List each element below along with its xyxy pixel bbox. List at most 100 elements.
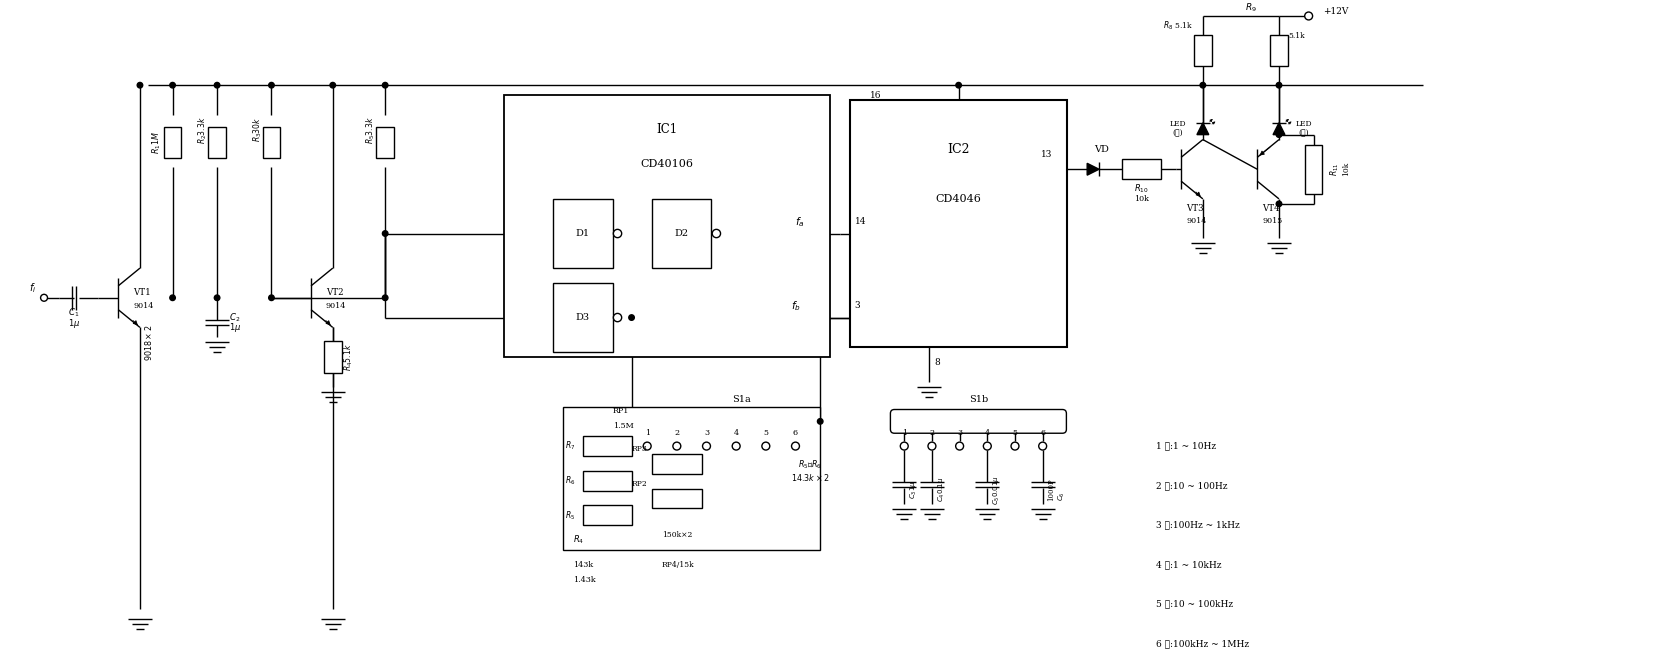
Text: 1.5M: 1.5M xyxy=(612,422,634,430)
Circle shape xyxy=(215,295,220,301)
Text: 13: 13 xyxy=(1041,150,1053,159)
Text: LED
(红): LED (红) xyxy=(1171,120,1186,137)
Text: 2: 2 xyxy=(674,429,679,437)
Text: $R_{10}$: $R_{10}$ xyxy=(1134,183,1149,196)
Text: 3: 3 xyxy=(958,429,963,437)
Bar xyxy=(164,127,181,158)
Text: 5: 5 xyxy=(1013,429,1018,437)
Circle shape xyxy=(382,231,387,236)
Circle shape xyxy=(629,315,634,321)
Circle shape xyxy=(614,229,622,237)
Text: $R_2 3.3k$: $R_2 3.3k$ xyxy=(196,116,210,144)
Text: $1\mu$: $1\mu$ xyxy=(67,317,80,330)
Text: $C_4 0.1\mu$: $C_4 0.1\mu$ xyxy=(937,477,948,502)
Text: $9018\times2$: $9018\times2$ xyxy=(143,324,154,360)
Text: 3 挡:100Hz ~ 1kHz: 3 挡:100Hz ~ 1kHz xyxy=(1157,521,1239,530)
Circle shape xyxy=(1305,12,1313,20)
Text: $f_a$: $f_a$ xyxy=(795,215,805,229)
Text: $R_4 5.1k$: $R_4 5.1k$ xyxy=(342,343,356,371)
Text: $1\mu$: $1\mu$ xyxy=(230,321,241,334)
Text: 3: 3 xyxy=(704,429,709,437)
Text: $C_5 0.01\mu$: $C_5 0.01\mu$ xyxy=(993,475,1003,505)
Text: $C_1$: $C_1$ xyxy=(69,307,79,319)
Text: LED
(绿): LED (绿) xyxy=(1295,120,1311,137)
Circle shape xyxy=(268,295,275,301)
Text: VT3: VT3 xyxy=(1186,204,1204,213)
Bar xyxy=(553,283,612,352)
FancyBboxPatch shape xyxy=(629,410,815,433)
Polygon shape xyxy=(1197,123,1209,134)
Text: CD40106: CD40106 xyxy=(641,160,694,170)
Text: $R_{11}$
10k: $R_{11}$ 10k xyxy=(1328,162,1350,176)
Circle shape xyxy=(382,295,387,301)
Circle shape xyxy=(761,442,770,450)
Circle shape xyxy=(169,82,176,88)
Text: 4 挡:1 ~ 10kHz: 4 挡:1 ~ 10kHz xyxy=(1157,560,1223,569)
Bar xyxy=(850,100,1067,347)
Text: 2: 2 xyxy=(929,429,934,437)
Bar xyxy=(652,489,701,508)
Text: RP1: RP1 xyxy=(612,408,629,416)
Text: 1: 1 xyxy=(644,429,649,437)
Text: 5.1k: 5.1k xyxy=(1290,32,1305,40)
Circle shape xyxy=(927,442,936,450)
Text: $R_5$、$R_6$
$14.3k\times2$: $R_5$、$R_6$ $14.3k\times2$ xyxy=(792,458,830,483)
Circle shape xyxy=(956,82,961,88)
Text: 1.43k: 1.43k xyxy=(574,576,595,584)
Bar xyxy=(1122,160,1162,179)
Text: D3: D3 xyxy=(575,313,590,322)
Bar xyxy=(553,199,612,268)
Circle shape xyxy=(644,442,651,450)
Text: S1a: S1a xyxy=(731,395,751,404)
Circle shape xyxy=(1276,201,1281,207)
Circle shape xyxy=(1276,132,1281,138)
Text: 9014: 9014 xyxy=(1186,217,1206,225)
Text: 2 挡:10 ~ 100Hz: 2 挡:10 ~ 100Hz xyxy=(1157,481,1228,490)
Circle shape xyxy=(817,418,823,424)
Circle shape xyxy=(901,442,909,450)
Text: RP4/15k: RP4/15k xyxy=(662,561,694,569)
Circle shape xyxy=(330,82,335,88)
Text: 10k: 10k xyxy=(1134,195,1149,203)
Text: +12V: +12V xyxy=(1323,7,1348,15)
Text: 14: 14 xyxy=(855,217,867,226)
Circle shape xyxy=(713,229,721,237)
Circle shape xyxy=(1038,442,1046,450)
Bar xyxy=(263,127,280,158)
Text: 1: 1 xyxy=(902,429,907,437)
Text: $C_3 1\mu$: $C_3 1\mu$ xyxy=(909,480,919,499)
Circle shape xyxy=(983,442,991,450)
Bar xyxy=(652,199,711,268)
Bar xyxy=(584,471,632,491)
Circle shape xyxy=(792,442,800,450)
Bar xyxy=(208,127,226,158)
Bar xyxy=(584,505,632,525)
Text: 6: 6 xyxy=(793,429,798,437)
Text: 9014: 9014 xyxy=(325,302,345,310)
Text: $R_4$: $R_4$ xyxy=(574,534,584,546)
Text: 5: 5 xyxy=(763,429,768,437)
Text: D1: D1 xyxy=(575,229,590,238)
Circle shape xyxy=(1011,442,1020,450)
Text: 4: 4 xyxy=(733,429,740,437)
Text: 1000P
$C_6$: 1000P $C_6$ xyxy=(1048,478,1067,501)
Bar xyxy=(376,127,394,158)
Circle shape xyxy=(956,442,964,450)
Text: VT4: VT4 xyxy=(1263,204,1280,213)
Circle shape xyxy=(733,442,740,450)
Text: D2: D2 xyxy=(674,229,689,238)
Text: 6: 6 xyxy=(1040,429,1045,437)
Text: S1b: S1b xyxy=(969,395,988,404)
Circle shape xyxy=(382,82,387,88)
Text: VD: VD xyxy=(1095,145,1110,154)
Text: $f_b$: $f_b$ xyxy=(790,299,800,313)
Text: $R_7$: $R_7$ xyxy=(565,440,575,452)
Circle shape xyxy=(614,313,622,322)
Circle shape xyxy=(215,82,220,88)
Text: VT1: VT1 xyxy=(132,289,151,297)
Text: VT2: VT2 xyxy=(325,289,344,297)
Text: 6 挡:100kHz ~ 1MHz: 6 挡:100kHz ~ 1MHz xyxy=(1157,639,1249,648)
Text: $C_2$: $C_2$ xyxy=(230,311,240,324)
Text: IC2: IC2 xyxy=(948,143,969,156)
Text: $R_9$: $R_9$ xyxy=(1244,2,1256,15)
